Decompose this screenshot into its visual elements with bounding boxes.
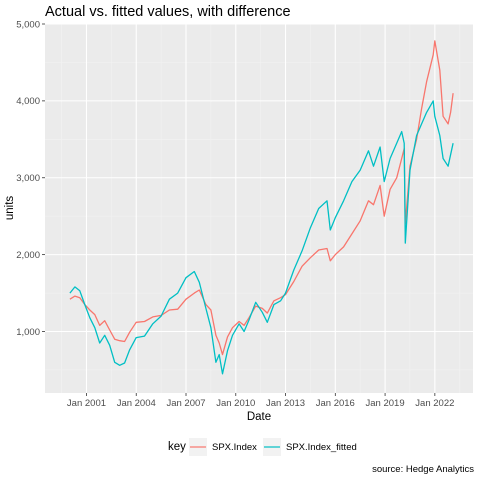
x-axis-title: Date [247,411,271,423]
y-tick-label: 1,000 [16,327,40,338]
y-tick-label: 5,000 [16,19,40,30]
plot-panel [45,24,473,393]
legend-title: key [168,441,186,453]
x-tick-label: Jan 2001 [67,398,106,409]
series-lines [69,40,454,375]
y-tick-label: 4,000 [16,96,40,107]
y-tick-label: 2,000 [16,250,40,261]
y-axis-title: units [4,196,16,221]
legend-label-fitted: SPX.Index_fitted [286,442,357,453]
legend: key SPX.Index SPX.Index_fitted [168,438,357,456]
x-tick-label: Jan 2010 [216,398,255,409]
caption: source: Hedge Analytics [372,464,474,475]
series-line-fitted [69,100,454,375]
x-tick-label: Jan 2016 [316,398,355,409]
y-axis: 1,000 2,000 3,000 4,000 5,000 [16,19,45,338]
x-tick-label: Jan 2022 [415,398,454,409]
grid-major [45,23,473,393]
x-tick-label: Jan 2013 [266,398,305,409]
legend-label-actual: SPX.Index [212,442,257,453]
x-tick-label: Jan 2007 [166,398,205,409]
x-axis: Jan 2001 Jan 2004 Jan 2007 Jan 2010 Jan 2013… [67,393,454,409]
chart-title: Actual vs. fitted values, with differenc… [45,4,291,20]
x-tick-label: Jan 2004 [117,398,156,409]
y-tick-label: 3,000 [16,173,40,184]
x-tick-label: Jan 2019 [366,398,405,409]
